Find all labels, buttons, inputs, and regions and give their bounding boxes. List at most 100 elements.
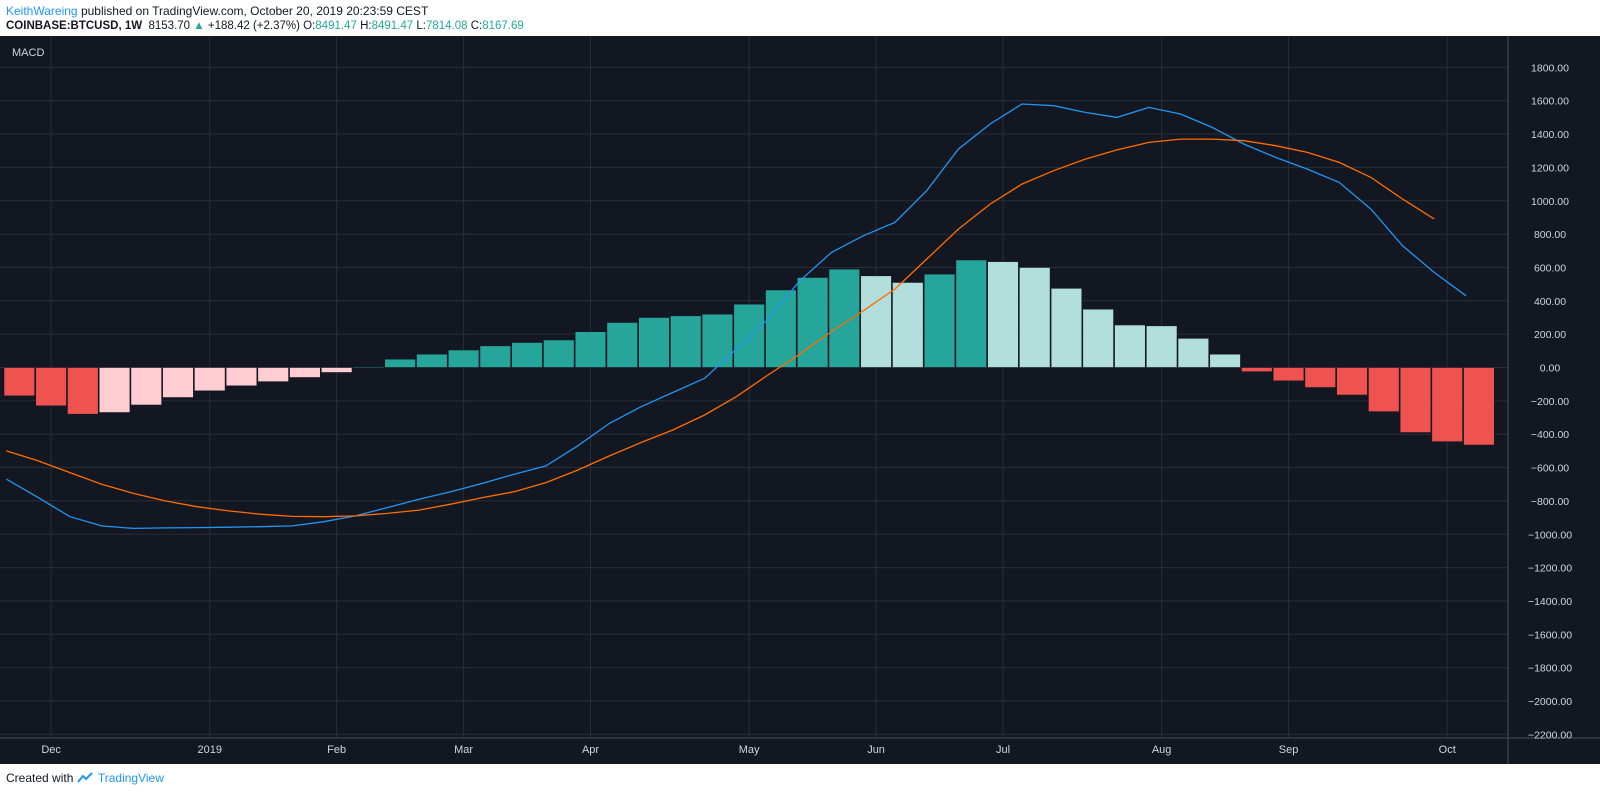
price-axis-label: 1000.00 <box>1531 196 1569 208</box>
histogram-bar <box>1177 338 1210 368</box>
price-axis-label: −800.00 <box>1531 496 1569 508</box>
price-axis[interactable]: 1800.00 1600.00 1400.00 1200.00 1000.00 800.0… <box>1528 62 1572 741</box>
histogram-bar <box>1019 267 1051 368</box>
macd-lines <box>6 103 1467 530</box>
histogram-bar <box>1209 353 1241 368</box>
published-text: published on TradingView.com, October 20… <box>80 4 429 18</box>
price-axis-label: 200.00 <box>1534 329 1566 341</box>
publication-line: KeithWareing published on TradingView.co… <box>6 4 428 18</box>
price-axis-label: −400.00 <box>1531 429 1569 441</box>
high-label: H: <box>360 20 372 32</box>
open-label: O: <box>303 20 316 32</box>
histogram-bar <box>1431 367 1463 443</box>
close-value: 8167.69 <box>482 20 524 32</box>
price-axis-label: −200.00 <box>1531 396 1569 408</box>
close-label: C: <box>470 20 483 32</box>
price-axis-label: 1800.00 <box>1531 62 1569 74</box>
histogram-bar <box>733 303 765 368</box>
histogram-bar <box>670 315 702 368</box>
price-axis-label: 600.00 <box>1534 262 1566 274</box>
histogram-bar <box>194 367 226 392</box>
histogram-bar <box>1050 287 1083 368</box>
histogram-bar <box>1463 367 1495 446</box>
indicator-title: MACD <box>12 47 44 59</box>
histogram-bar <box>225 367 258 387</box>
price-axis-label: 1600.00 <box>1531 96 1569 108</box>
histogram-bar <box>1336 367 1368 396</box>
histogram-bar <box>257 367 289 382</box>
last-price: 8153.70 <box>148 20 191 32</box>
time-axis-label: Feb <box>327 744 346 756</box>
histogram-bar <box>1399 367 1432 433</box>
time-axis-label: Apr <box>582 744 599 756</box>
histogram-bar <box>1082 308 1114 368</box>
time-axis-label: Jul <box>996 744 1010 756</box>
price-axis-label: 0.00 <box>1540 363 1561 375</box>
price-axis-label: −600.00 <box>1531 463 1569 475</box>
price-axis-label: 1200.00 <box>1531 162 1569 174</box>
histogram-bar <box>892 282 924 368</box>
histogram-bar <box>511 342 543 368</box>
price-axis-label: 1400.00 <box>1531 129 1569 141</box>
histogram-bar <box>479 345 511 368</box>
histogram-bar <box>289 367 321 378</box>
histogram-bar <box>1241 367 1273 372</box>
price-axis-label: 400.00 <box>1534 296 1566 308</box>
histogram-bar <box>987 261 1019 368</box>
symbol-label[interactable]: COINBASE:BTCUSD, 1W <box>6 20 143 32</box>
time-axis-label: 2019 <box>198 744 222 756</box>
tradingview-brand-link[interactable]: TradingView <box>97 771 164 785</box>
histogram-bar <box>416 353 448 368</box>
histogram-bar <box>162 367 194 398</box>
created-with-text: Created with <box>6 771 74 785</box>
histogram-bar <box>543 339 575 368</box>
price-change: +188.42 (+2.37%) <box>207 20 300 32</box>
histogram-bar <box>35 367 67 407</box>
time-axis-label: Aug <box>1152 744 1172 756</box>
histogram-bar <box>955 259 987 368</box>
author-link[interactable]: KeithWareing <box>6 4 78 18</box>
histogram-bar <box>1304 367 1336 388</box>
high-value: 8491.47 <box>371 20 414 32</box>
open-value: 8491.47 <box>315 20 357 32</box>
time-axis[interactable]: Dec 2019 Feb Mar Apr May Jun Jul Aug Sep Oct <box>41 744 1455 756</box>
grid-lines <box>0 36 1508 738</box>
histogram-bar <box>796 277 829 368</box>
histogram-bar <box>1272 367 1305 382</box>
histogram-bar <box>3 367 36 397</box>
time-axis-label: Dec <box>41 744 61 756</box>
histogram-bar <box>67 367 99 415</box>
time-axis-label: May <box>739 744 760 756</box>
price-axis-label: −1200.00 <box>1528 563 1572 575</box>
macd-histogram <box>3 259 1495 446</box>
price-axis-label: −2200.00 <box>1528 729 1572 741</box>
histogram-bar <box>701 313 734 368</box>
histogram-bar <box>638 317 670 368</box>
ohlc-line: COINBASE:BTCUSD, 1W 8153.70 ▲ +188.42 (+… <box>6 20 524 32</box>
histogram-bar <box>98 367 131 413</box>
macd-chart[interactable]: 1800.00 1600.00 1400.00 1200.00 1000.00 800.0… <box>0 36 1600 764</box>
price-axis-label: −2000.00 <box>1528 696 1572 708</box>
histogram-bar <box>923 273 956 368</box>
chart-background <box>0 36 1600 764</box>
low-label: L: <box>416 20 426 32</box>
histogram-bar <box>130 367 162 406</box>
price-axis-label: −1600.00 <box>1528 629 1572 641</box>
time-axis-label: Oct <box>1439 744 1456 756</box>
histogram-bar <box>320 367 353 373</box>
histogram-bar <box>384 358 416 368</box>
histogram-bar <box>574 331 607 368</box>
footer: Created with TradingView <box>6 771 164 785</box>
low-value: 7814.08 <box>425 20 468 32</box>
change-up-arrow-icon: ▲ <box>193 20 205 32</box>
time-axis-label: Jun <box>867 744 885 756</box>
time-axis-label: Sep <box>1279 744 1299 756</box>
histogram-bar <box>352 366 385 368</box>
macd-chart-svg[interactable]: 1800.00 1600.00 1400.00 1200.00 1000.00 800.0… <box>0 36 1600 764</box>
histogram-bar <box>1368 367 1400 412</box>
histogram-bar <box>606 322 638 368</box>
price-axis-label: −1000.00 <box>1528 529 1572 541</box>
signal-line <box>6 138 1435 518</box>
price-axis-label: −1800.00 <box>1528 663 1572 675</box>
price-axis-label: 800.00 <box>1534 229 1566 241</box>
